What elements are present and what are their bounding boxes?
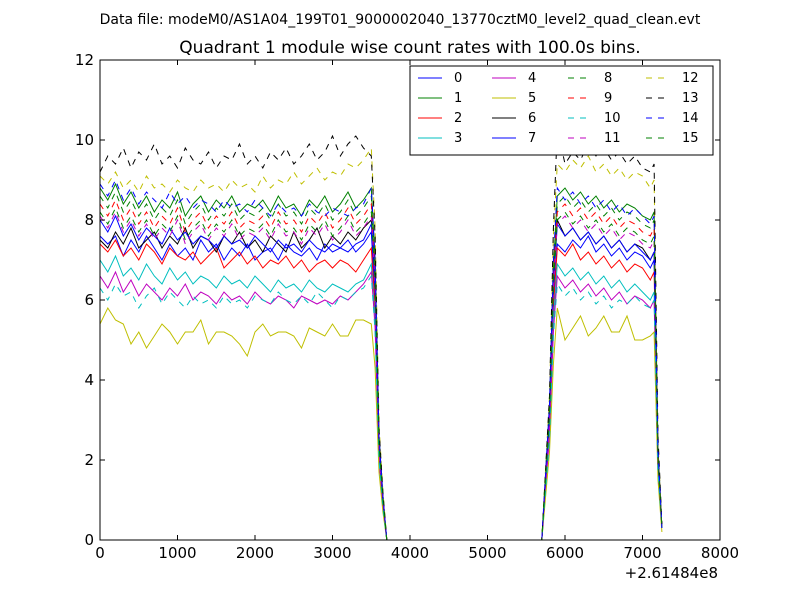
legend-item-14: 14 [646, 111, 699, 126]
legend-item-0: 0 [418, 71, 462, 86]
chart-title: Quadrant 1 module wise count rates with … [179, 38, 640, 58]
legend-label: 7 [528, 131, 536, 146]
legend-label: 11 [604, 131, 621, 146]
y-tick-label: 2 [84, 451, 94, 469]
legend-item-8: 8 [568, 71, 612, 86]
series-line-3 [100, 254, 663, 540]
legend-item-10: 10 [568, 111, 621, 126]
legend-item-4: 4 [492, 71, 536, 86]
x-tick-label: 7000 [623, 544, 661, 562]
legend-item-2: 2 [418, 111, 462, 126]
x-tick-label: 1000 [158, 544, 196, 562]
series-line-9 [100, 198, 663, 540]
x-tick-label: 8000 [701, 544, 739, 562]
legend-frame [409, 65, 714, 156]
y-tick-label: 4 [84, 371, 94, 389]
y-tick-label: 8 [84, 211, 94, 229]
x-tick-label: 5000 [468, 544, 506, 562]
series-line-15 [100, 206, 663, 540]
legend-label: 4 [528, 71, 536, 86]
legend-label: 5 [528, 91, 536, 106]
legend-label: 10 [604, 111, 621, 126]
series-line-14 [100, 178, 663, 540]
series-line-5 [100, 306, 663, 540]
legend-label: 12 [682, 71, 699, 86]
x-tick-label: 3000 [313, 544, 351, 562]
legend-item-5: 5 [492, 91, 536, 106]
legend-label: 6 [528, 111, 536, 126]
y-tick-label: 10 [75, 131, 94, 149]
series-line-7 [100, 214, 663, 540]
x-tick-label: 4000 [391, 544, 429, 562]
x-axis-offset-label: +2.61484e8 [625, 564, 718, 582]
x-axis: 0 1000 2000 3000 4000 5000 6000 7000 8000 [95, 60, 739, 562]
legend-label: 0 [454, 71, 462, 86]
legend-item-3: 3 [418, 131, 462, 146]
legend-item-11: 11 [568, 131, 621, 146]
series-line-0 [100, 230, 663, 540]
x-tick-label: 0 [95, 544, 105, 562]
series-line-11 [100, 210, 663, 540]
legend-label: 15 [682, 131, 699, 146]
legend-label: 14 [682, 111, 699, 126]
y-tick-label: 6 [84, 291, 94, 309]
series-line-10 [100, 274, 663, 540]
figure-suptitle: Data file: modeM0/AS1A04_199T01_90000020… [100, 12, 701, 28]
legend-label: 13 [682, 91, 699, 106]
series-line-4 [100, 270, 663, 540]
legend-item-12: 12 [646, 71, 699, 86]
plot-area: 0 1000 2000 3000 4000 5000 6000 7000 8000 0 2 4 6 8 1… [75, 51, 739, 582]
series-layer [100, 127, 663, 540]
legend-label: 2 [454, 111, 462, 126]
legend-item-6: 6 [492, 111, 536, 126]
legend-item-7: 7 [492, 131, 536, 146]
legend-item-9: 9 [568, 91, 612, 106]
series-line-1 [100, 182, 663, 540]
y-tick-label: 0 [84, 531, 94, 549]
legend-label: 9 [604, 91, 612, 106]
legend-item-1: 1 [418, 91, 462, 106]
legend-label: 8 [604, 71, 612, 86]
x-tick-label: 6000 [546, 544, 584, 562]
legend-label: 1 [454, 91, 462, 106]
y-tick-label: 12 [75, 51, 94, 69]
legend-item-13: 13 [646, 91, 699, 106]
x-tick-label: 2000 [236, 544, 274, 562]
series-line-2 [100, 238, 663, 540]
legend-label: 3 [454, 131, 462, 146]
legend-item-15: 15 [646, 131, 699, 146]
series-line-12 [100, 146, 663, 540]
